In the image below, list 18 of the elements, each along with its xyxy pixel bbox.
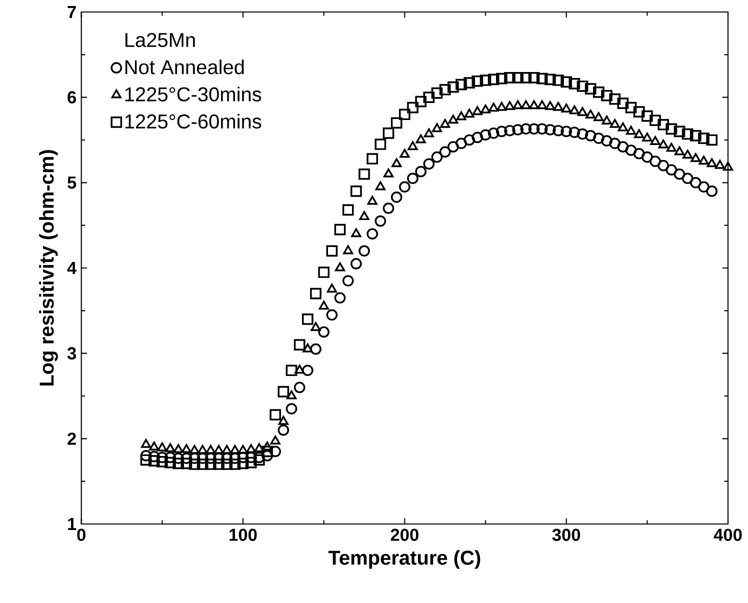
- y-axis-title: Log resisitivity (ohm-cm): [39, 150, 58, 386]
- y-tick-label: 2: [68, 432, 76, 445]
- legend-label: 1225°C-30mins: [125, 86, 262, 102]
- y-tick-label: 1: [68, 518, 76, 530]
- y-tick-label: 6: [68, 91, 76, 104]
- y-tick-label: 7: [68, 6, 76, 18]
- x-tick-label: 200: [390, 528, 418, 542]
- x-tick-label: 0: [77, 528, 86, 542]
- x-tick-label: 300: [552, 528, 580, 542]
- x-axis-title: Temperature (C): [328, 550, 480, 569]
- legend-label: 1225°C-60mins: [125, 114, 262, 129]
- x-tick-label: 400: [714, 528, 742, 542]
- y-tick-label: 4: [67, 262, 77, 274]
- legend-label: Not Annealed: [125, 60, 244, 74]
- legend-title: La25Mn: [125, 33, 195, 48]
- y-tick-label: 5: [68, 176, 76, 189]
- x-tick-label: 100: [230, 528, 257, 542]
- y-tick-label: 3: [67, 347, 76, 360]
